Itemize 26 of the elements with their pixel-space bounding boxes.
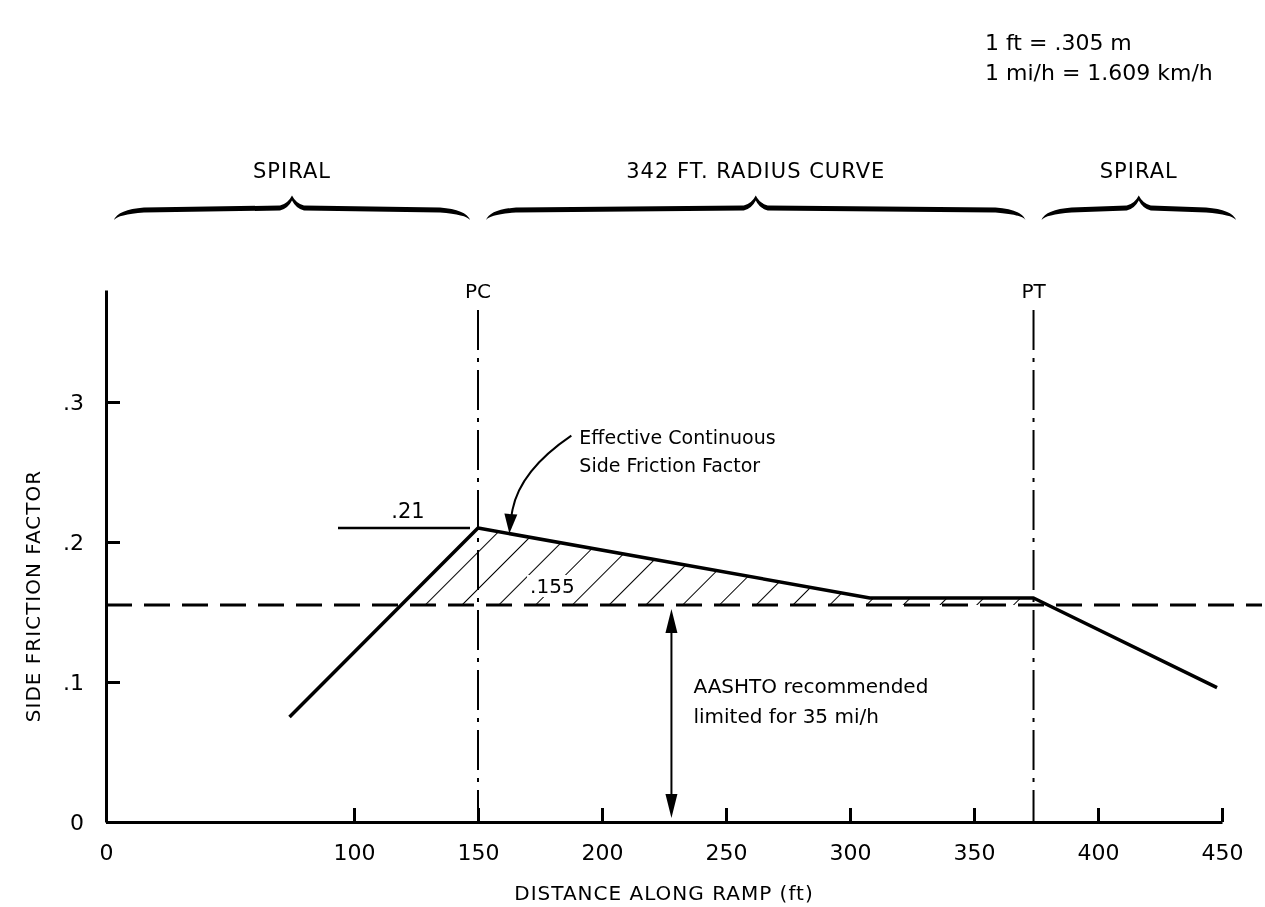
text: SPIRAL (1099, 159, 1178, 183)
x-tick-label: 450 (1201, 839, 1244, 865)
y-tick-label: .2 (63, 529, 84, 555)
y-tick-label: .1 (63, 669, 84, 695)
annotation: Effective Continuous Side Friction Factor (579, 425, 776, 476)
text: SPIRAL (253, 159, 331, 183)
text: 342 FT. RADIUS CURVE (626, 159, 886, 183)
annotation: AASHTO recommended limited for 35 mi/h (693, 674, 929, 728)
x-tick-label: 100 (333, 839, 376, 865)
x-tick-label: 400 (1077, 839, 1120, 865)
text: 1 ft = .305 m (985, 30, 1132, 55)
ref-line-label: PC (464, 279, 492, 303)
x-tick-label: 0 (99, 839, 114, 865)
ref-line-label: .155 (530, 574, 575, 598)
text: 1 mi/h = 1.609 km/h (985, 60, 1213, 85)
ref-line-label: PT (1021, 279, 1047, 303)
x-tick-label: 300 (829, 839, 872, 865)
x-tick-label: 350 (953, 839, 996, 865)
x-tick-label: 150 (457, 839, 500, 865)
y-axis-title: SIDE FRICTION FACTOR (21, 469, 45, 723)
x-tick-label: 250 (705, 839, 748, 865)
y-tick-label: .3 (63, 389, 84, 415)
y-tick-label: 0 (70, 809, 84, 835)
x-axis-title: DISTANCE ALONG RAMP (ft) (514, 881, 814, 905)
annotation: .21 (391, 499, 425, 523)
x-tick-label: 200 (581, 839, 624, 865)
